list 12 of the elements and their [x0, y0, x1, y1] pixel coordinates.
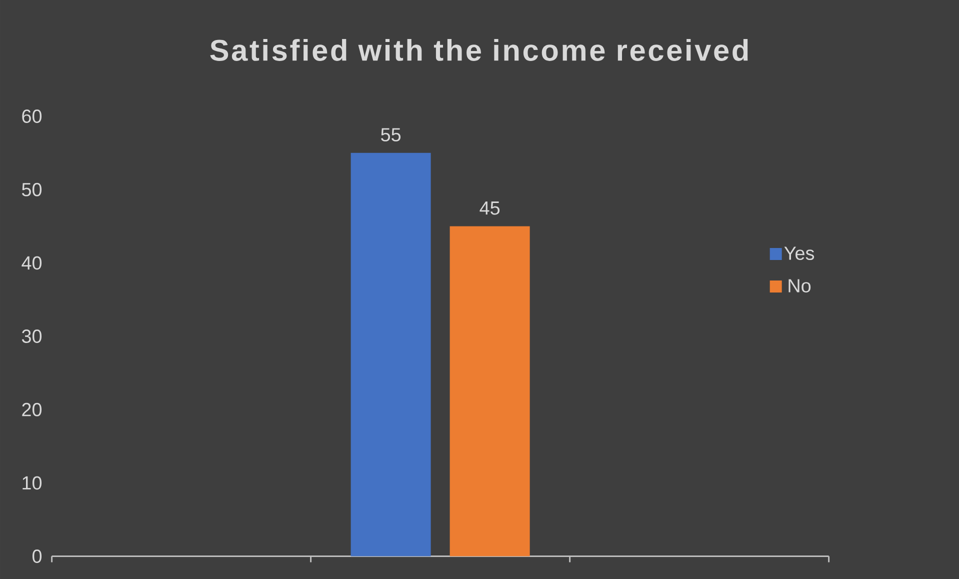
y-tick-label: 20	[22, 402, 42, 416]
y-tick-label: 10	[22, 476, 42, 490]
chart-title: Satisfied with the income received	[210, 39, 748, 61]
y-tick-label: 30	[22, 330, 42, 343]
data-label: 45	[480, 202, 500, 215]
legend-label: Yes	[784, 246, 814, 260]
data-label: 55	[381, 128, 401, 142]
y-tick-label: 50	[22, 182, 42, 196]
y-tick-label: 0	[32, 550, 42, 563]
y-tick-label: 40	[22, 256, 42, 270]
legend-label: No	[788, 279, 811, 292]
y-tick-label: 60	[22, 110, 42, 123]
